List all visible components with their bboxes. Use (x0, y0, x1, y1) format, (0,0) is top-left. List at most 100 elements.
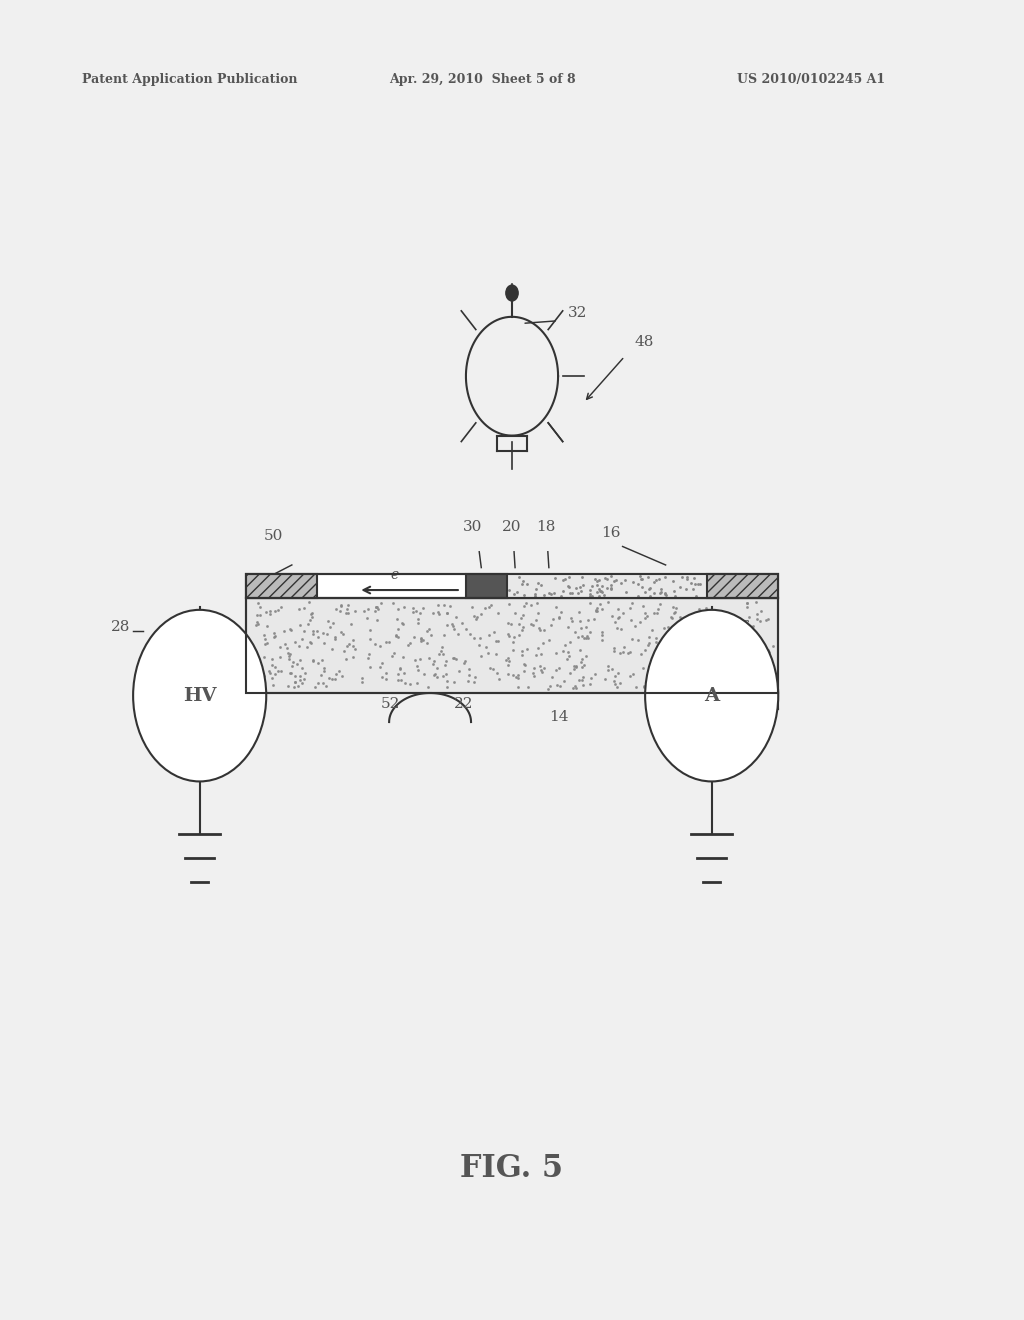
Point (624, 628, 640, 649)
Point (658, 659, 675, 680)
Text: 32: 32 (568, 306, 588, 319)
Point (765, 635, 781, 656)
Point (471, 635, 487, 656)
Point (573, 626, 590, 647)
Point (665, 639, 681, 660)
Point (384, 593, 400, 614)
Point (745, 643, 762, 664)
Point (580, 628, 596, 649)
Point (389, 599, 406, 620)
Point (283, 619, 299, 640)
Point (665, 570, 681, 591)
Point (718, 649, 734, 671)
Point (489, 663, 506, 684)
Point (692, 610, 709, 631)
Point (250, 614, 266, 635)
Point (409, 601, 425, 622)
Point (335, 640, 351, 661)
Point (436, 595, 453, 616)
Point (262, 601, 279, 622)
Point (525, 663, 542, 684)
Point (545, 609, 561, 630)
Point (582, 593, 598, 614)
Point (535, 632, 551, 653)
Point (574, 667, 591, 688)
Point (548, 597, 564, 618)
Point (564, 611, 581, 632)
Text: 30: 30 (463, 520, 482, 533)
Point (584, 576, 600, 597)
Point (666, 602, 682, 623)
Point (555, 642, 571, 663)
Point (624, 593, 640, 614)
Point (592, 581, 608, 602)
Text: 14: 14 (549, 710, 568, 723)
Point (541, 630, 557, 651)
Point (305, 651, 322, 672)
Point (721, 663, 737, 684)
Point (461, 664, 477, 685)
Point (466, 628, 482, 649)
Point (302, 609, 318, 630)
Point (248, 614, 264, 635)
Point (739, 655, 756, 676)
Point (569, 582, 586, 603)
Point (662, 664, 678, 685)
Point (667, 586, 683, 607)
Point (608, 569, 625, 590)
Point (406, 627, 422, 648)
Text: 16: 16 (601, 527, 621, 540)
Point (410, 656, 426, 677)
Point (249, 652, 265, 673)
Point (257, 634, 273, 655)
Point (562, 631, 579, 652)
Point (763, 672, 779, 693)
Point (445, 618, 462, 639)
Point (623, 610, 639, 631)
Point (717, 668, 733, 689)
Point (593, 581, 609, 602)
Point (665, 597, 681, 618)
Point (652, 582, 669, 603)
Point (527, 644, 544, 665)
Point (327, 628, 343, 649)
Point (389, 669, 406, 690)
Point (741, 642, 758, 663)
Point (755, 648, 771, 669)
Point (367, 601, 383, 622)
Point (532, 655, 549, 676)
Point (335, 623, 351, 644)
Point (606, 638, 623, 659)
Point (314, 623, 331, 644)
Point (318, 624, 335, 645)
Point (738, 618, 755, 639)
Point (568, 677, 585, 698)
Point (512, 607, 528, 628)
Point (359, 648, 376, 669)
Point (328, 599, 344, 620)
Point (559, 648, 575, 669)
Point (751, 645, 767, 667)
Text: HV: HV (183, 686, 216, 705)
Point (559, 576, 575, 597)
Point (396, 663, 413, 684)
Point (438, 664, 455, 685)
Point (627, 615, 643, 636)
Point (406, 598, 422, 619)
Point (630, 630, 646, 651)
Point (599, 569, 615, 590)
Point (509, 664, 525, 685)
Point (630, 573, 646, 594)
Point (390, 627, 407, 648)
Point (439, 603, 456, 624)
Point (573, 579, 590, 601)
Point (684, 578, 700, 599)
Text: US 2010/0102245 A1: US 2010/0102245 A1 (737, 73, 886, 86)
Point (710, 614, 726, 635)
Point (656, 566, 673, 587)
Point (301, 591, 317, 612)
Point (557, 569, 573, 590)
Point (553, 586, 569, 607)
Point (473, 603, 489, 624)
Point (532, 659, 549, 680)
